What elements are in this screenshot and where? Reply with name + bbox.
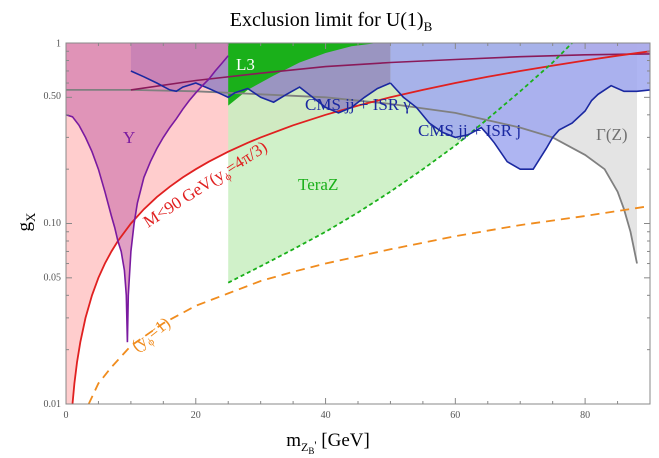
x-tick-label-20: 20 bbox=[191, 410, 201, 421]
y-tick-label-0.01: 0.01 bbox=[44, 399, 62, 410]
chart-title-sub: B bbox=[424, 19, 433, 34]
mass-limit-region bbox=[66, 43, 650, 404]
y-axis-label-main: g bbox=[14, 221, 35, 231]
x-tick-label-40: 40 bbox=[321, 410, 331, 421]
x-axis-label-prime: ' bbox=[314, 438, 316, 452]
y-tick-label-0.05: 0.05 bbox=[44, 272, 62, 283]
gammaz-label: Γ(Z) bbox=[596, 125, 628, 144]
yphi-one-label: (yϕ=1) bbox=[128, 313, 176, 357]
x-axis-label-main: m bbox=[286, 430, 301, 451]
x-axis-label-unit: [GeV] bbox=[317, 430, 370, 451]
teraz-line bbox=[227, 43, 573, 284]
cms-isr-j-line bbox=[389, 82, 650, 170]
chart-title-main: Exclusion limit for U(1) bbox=[230, 9, 424, 31]
cms-isr-j-region bbox=[390, 43, 650, 170]
x-tick-label-80: 80 bbox=[580, 410, 590, 421]
axis-ticks bbox=[65, 43, 651, 404]
upsilon-line bbox=[66, 55, 229, 343]
y-tick-label-0.10: 0.10 bbox=[44, 218, 62, 229]
y-axis-label: gX bbox=[14, 212, 38, 232]
x-axis-label: mZB' [GeV] bbox=[286, 430, 370, 456]
l3-label: L3 bbox=[236, 55, 255, 74]
x-tick-label-0: 0 bbox=[64, 410, 69, 421]
upper-curve-line bbox=[130, 53, 650, 91]
upsilon-region bbox=[66, 43, 229, 343]
teraz-label: TeraZ bbox=[298, 175, 338, 194]
upsilon-label: Υ bbox=[123, 128, 135, 147]
l3-region bbox=[228, 43, 378, 106]
mass-limit-line bbox=[71, 50, 650, 404]
cms-isr-j-label: CMS jj + ISR j bbox=[418, 121, 521, 140]
y-tick-label-1: 1 bbox=[56, 39, 61, 50]
y-tick-label-0.50: 0.50 bbox=[44, 91, 62, 102]
x-axis-label-sub: Z bbox=[301, 440, 308, 454]
y-axis-label-sub: X bbox=[23, 212, 38, 222]
plot-area bbox=[66, 43, 650, 404]
mass-limit-label-sub: ϕ bbox=[223, 170, 235, 183]
chart-title: Exclusion limit for U(1)B bbox=[230, 9, 433, 34]
yphi-one-line bbox=[87, 205, 650, 404]
x-axis-label-subsub: B bbox=[308, 446, 314, 456]
cms-isr-gamma-line bbox=[130, 70, 391, 114]
cms-isr-gamma-label: CMS jj + ISR γ bbox=[305, 95, 411, 114]
x-tick-label-60: 60 bbox=[450, 410, 460, 421]
